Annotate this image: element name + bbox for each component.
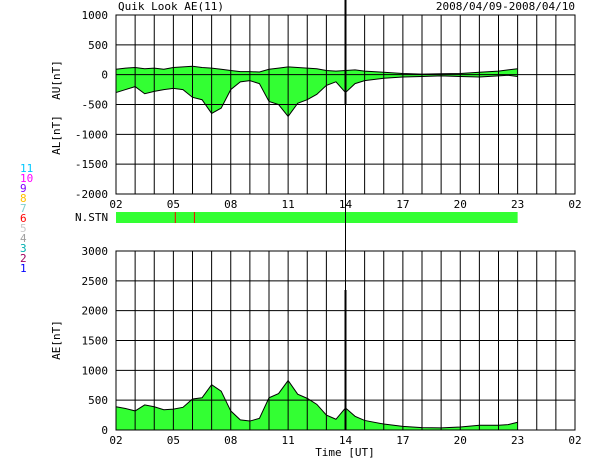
x-tick-label: 14 xyxy=(339,434,353,447)
x-tick-label: 20 xyxy=(454,434,467,447)
x-tick-label: 05 xyxy=(167,434,180,447)
ae-axis-label: AE[nT] xyxy=(50,320,63,360)
x-tick-label: 08 xyxy=(224,434,237,447)
x-tick-label: 17 xyxy=(396,434,409,447)
station-legend-item: 9 xyxy=(20,182,27,195)
station-legend-item: 1 xyxy=(20,262,27,275)
y-tick-label: 1500 xyxy=(82,335,109,348)
date-range: 2008/04/09-2008/04/10 xyxy=(436,0,575,13)
y-tick-label: 0 xyxy=(101,424,108,437)
y-tick-label: 2000 xyxy=(82,305,109,318)
au-al-panel: AU[nT] AL[nT] 1000 500 0 -500 -1000 -1500 -200… xyxy=(50,9,582,211)
x-tick-label: 02 xyxy=(109,198,122,211)
y-tick-label: 1000 xyxy=(82,364,109,377)
station-count-label: N.STN xyxy=(75,211,108,224)
x-tick-label: 02 xyxy=(568,198,581,211)
y-tick-label: 0 xyxy=(101,69,108,82)
au-axis-label: AU[nT] xyxy=(50,60,63,100)
y-tick-label: 500 xyxy=(88,39,108,52)
series-au-area xyxy=(116,66,518,75)
station-legend-item: 3 xyxy=(20,242,27,255)
x-tick-label: 02 xyxy=(109,434,122,447)
station-legend-item: 2 xyxy=(20,252,27,265)
x-tick-label: 11 xyxy=(282,434,295,447)
station-legend-item: 7 xyxy=(20,202,27,215)
y-tick-label: 500 xyxy=(88,394,108,407)
series-ae-area xyxy=(116,380,518,430)
x-tick-label: 11 xyxy=(282,198,295,211)
series-ae-line xyxy=(115,379,518,429)
x-tick-label: 05 xyxy=(167,198,180,211)
y-tick-label: -1000 xyxy=(75,128,108,141)
series-au-line xyxy=(115,65,518,75)
x-tick-label: 20 xyxy=(454,198,467,211)
station-legend-item: 10 xyxy=(20,172,33,185)
x-tick-label: 23 xyxy=(511,198,524,211)
x-tick-label: 02 xyxy=(568,434,581,447)
y-tick-label: 1000 xyxy=(82,9,109,22)
y-tick-label: 3000 xyxy=(82,245,109,258)
station-legend-item: 11 xyxy=(20,162,33,175)
series-al-line xyxy=(115,74,518,118)
y-tick-label: -2000 xyxy=(75,188,108,201)
x-tick-label: 08 xyxy=(224,198,237,211)
chart-title: Quik Look AE(11) xyxy=(118,0,224,13)
series-al-area xyxy=(116,74,518,117)
y-tick-label: -1500 xyxy=(75,158,108,171)
time-axis-label: Time [UT] xyxy=(315,446,375,459)
x-tick-label: 23 xyxy=(511,434,524,447)
station-count-bar xyxy=(116,212,518,223)
y-tick-label: -500 xyxy=(82,99,109,112)
station-legend-item: 4 xyxy=(20,232,27,245)
x-tick-label: 17 xyxy=(396,198,409,211)
station-legend-item: 8 xyxy=(20,192,27,205)
y-tick-label: 2500 xyxy=(82,275,109,288)
al-axis-label: AL[nT] xyxy=(50,115,63,155)
station-legend-item: 6 xyxy=(20,212,27,225)
station-legend-item: 5 xyxy=(20,222,27,235)
